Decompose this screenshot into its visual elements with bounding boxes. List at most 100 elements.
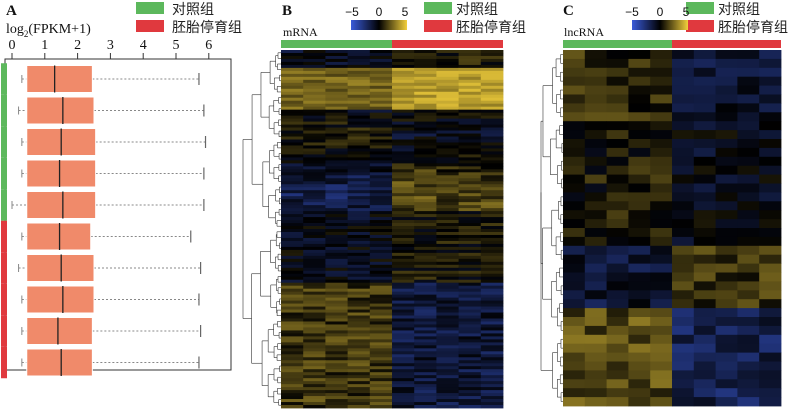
heat-cell (458, 357, 482, 361)
heat-cell (458, 336, 482, 340)
heat-cell (480, 366, 504, 370)
heat-cell (347, 291, 371, 296)
heat-cell (584, 334, 607, 345)
heat-cell (303, 258, 326, 263)
heat-cell (369, 169, 393, 173)
heat-cell (458, 82, 482, 87)
heat-cell (347, 273, 371, 278)
heat-cell (480, 118, 504, 122)
heat-cell (392, 187, 415, 191)
heat-cell (458, 133, 482, 137)
heat-cell (392, 76, 415, 81)
heat-cell (480, 294, 504, 299)
heat-cell (281, 226, 304, 230)
heat-cell (303, 64, 326, 69)
x-tick-label: 2 (74, 38, 81, 53)
heat-cell (436, 190, 459, 194)
heat-cell (303, 342, 326, 346)
heat-cell (480, 193, 504, 197)
heat-cell (436, 196, 459, 200)
heat-cell (392, 270, 415, 275)
heat-cell (303, 393, 326, 397)
heat-cell (436, 291, 459, 296)
heat-cell (584, 281, 607, 291)
axis-title-sub: 2 (23, 28, 29, 39)
heat-cell (759, 245, 782, 256)
heat-cell (347, 342, 371, 346)
heat-cell (303, 229, 326, 233)
heat-cell (281, 372, 304, 376)
heat-cell (414, 378, 437, 382)
heat-cell (325, 273, 348, 278)
heat-cell (303, 288, 326, 293)
heat-cell (650, 370, 673, 380)
heat-cell (325, 294, 348, 299)
box-body (26, 96, 95, 125)
heat-cell (715, 183, 738, 193)
heat-cell (325, 252, 348, 257)
x-tick-label: 5 (173, 38, 180, 53)
heat-cell (392, 285, 415, 290)
heat-cell (281, 208, 304, 212)
heat-cell (369, 240, 393, 245)
heat-cell (436, 276, 459, 281)
heat-cell (369, 106, 393, 111)
heat-cell (369, 243, 393, 248)
heat-cell (281, 154, 304, 158)
heat-cell (281, 193, 304, 197)
heat-cell (436, 240, 459, 245)
box-body (26, 65, 93, 93)
heat-cell (392, 321, 415, 325)
heat-cell (325, 229, 348, 233)
heat-cell (584, 174, 607, 184)
heat-cell (715, 236, 738, 247)
heat-cell (414, 294, 437, 299)
heat-cell (628, 121, 651, 131)
heat-cell (650, 94, 673, 104)
heat-cell (414, 285, 437, 290)
heat-cell (392, 136, 415, 140)
heat-cell (436, 375, 459, 379)
heat-cell (628, 139, 651, 149)
heat-cell (369, 73, 393, 78)
heat-cell (303, 67, 326, 72)
heat-cell (392, 217, 415, 221)
heat-cell (414, 264, 437, 269)
heat-cell (281, 217, 304, 221)
heat-cell (458, 217, 482, 221)
color-scale-bar (351, 20, 407, 30)
heat-cell (672, 290, 695, 300)
heat-cell (584, 228, 607, 238)
heat-cell (392, 252, 415, 257)
heat-cell (414, 178, 437, 182)
heat-cell (325, 303, 348, 307)
heat-cell (672, 370, 695, 380)
heat-cell (480, 336, 504, 340)
heat-cell (325, 187, 348, 191)
heat-cell (650, 379, 673, 389)
heat-cell (759, 201, 782, 211)
heat-cell (759, 334, 782, 345)
heat-cell (458, 52, 482, 57)
heat-cell (281, 157, 304, 161)
heat-cell (347, 321, 371, 325)
heat-cell (480, 324, 504, 328)
heat-cell (737, 210, 760, 220)
heat-cell (693, 228, 716, 238)
heat-cell (436, 336, 459, 340)
heat-cell (650, 76, 673, 86)
heat-cell (347, 157, 371, 161)
heat-cell (347, 369, 371, 373)
heat-cell (759, 281, 782, 291)
heat-cell (458, 73, 482, 78)
heat-cell (715, 210, 738, 220)
heat-cell (414, 115, 437, 120)
heat-cell (436, 211, 459, 215)
heat-cell (693, 50, 716, 60)
heat-cell (737, 165, 760, 175)
heat-cell (347, 229, 371, 233)
heat-cell (737, 130, 760, 140)
heat-cell (715, 165, 738, 175)
heat-cell (369, 264, 393, 269)
